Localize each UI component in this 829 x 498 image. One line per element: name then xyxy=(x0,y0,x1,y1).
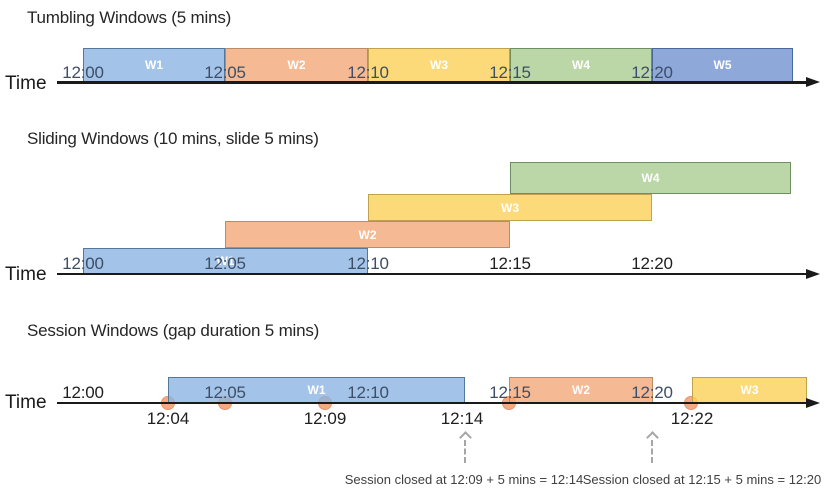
window-label-w1: W1 xyxy=(307,383,326,397)
axis-tick: 12:00 xyxy=(62,62,104,82)
time-axis-label-tumbling: Time xyxy=(5,73,47,94)
window-label-w5: W5 xyxy=(713,58,732,72)
window-label-w3: W3 xyxy=(740,383,759,397)
axis-tick: 12:10 xyxy=(347,254,389,273)
window-w2 xyxy=(225,221,510,248)
axis-tick: 12:20 xyxy=(631,254,673,273)
section-title-tumbling: Tumbling Windows (5 mins) xyxy=(27,8,232,27)
axis-tick: 12:20 xyxy=(631,383,673,402)
session-closed-annotation: Session closed at 12:15 + 5 mins = 12:20 xyxy=(582,472,822,487)
timeline-arrowhead-tumbling xyxy=(806,77,820,87)
event-time-label: 12:22 xyxy=(670,409,714,428)
axis-tick: 12:15 xyxy=(489,383,531,402)
event-time-label: 12:09 xyxy=(303,409,347,428)
time-axis-label-session: Time xyxy=(5,392,47,413)
window-label-w1: W1 xyxy=(216,254,235,268)
window-label-w2: W2 xyxy=(287,58,306,72)
axis-tick: 12:10 xyxy=(347,62,389,82)
callout-arrow-line xyxy=(464,440,466,463)
axis-tick: 12:05 xyxy=(204,62,246,82)
window-label-w1: W1 xyxy=(145,58,163,72)
axis-tick: 12:10 xyxy=(347,383,389,402)
window-label-w3: W3 xyxy=(430,58,448,72)
event-time-label: 12:14 xyxy=(440,409,484,428)
axis-tick: 12:15 xyxy=(489,62,531,82)
axis-tick: 12:20 xyxy=(631,62,673,82)
event-time-label: 12:04 xyxy=(146,409,190,428)
window-w2 xyxy=(225,48,368,82)
axis-tick: 12:00 xyxy=(62,383,104,402)
timeline-session xyxy=(57,401,812,405)
axis-tick: 12:00 xyxy=(62,254,104,273)
section-title-sliding: Sliding Windows (10 mins, slide 5 mins) xyxy=(27,129,319,148)
timeline-sliding xyxy=(57,272,812,276)
window-w1 xyxy=(83,48,225,82)
time-axis-label-sliding: Time xyxy=(5,264,47,285)
window-w4 xyxy=(510,48,652,82)
section-title-session: Session Windows (gap duration 5 mins) xyxy=(27,321,320,340)
axis-tick: 12:05 xyxy=(204,254,246,273)
window-label-w3: W3 xyxy=(501,200,519,215)
window-label-w4: W4 xyxy=(641,171,660,185)
timeline-arrowhead-session xyxy=(806,397,820,408)
window-label-w2: W2 xyxy=(572,383,590,397)
axis-tick: 12:05 xyxy=(204,383,246,402)
axis-tick: 12:15 xyxy=(489,254,531,273)
window-w4 xyxy=(510,162,791,194)
timeline-arrowhead-sliding xyxy=(806,268,820,279)
window-label-w4: W4 xyxy=(572,58,590,72)
timeline-tumbling xyxy=(57,81,812,84)
window-label-w2: W2 xyxy=(358,227,377,242)
session-closed-annotation: Session closed at 12:09 + 5 mins = 12:14 xyxy=(344,472,584,487)
callout-arrow-line xyxy=(651,440,653,463)
window-w3 xyxy=(368,194,652,221)
